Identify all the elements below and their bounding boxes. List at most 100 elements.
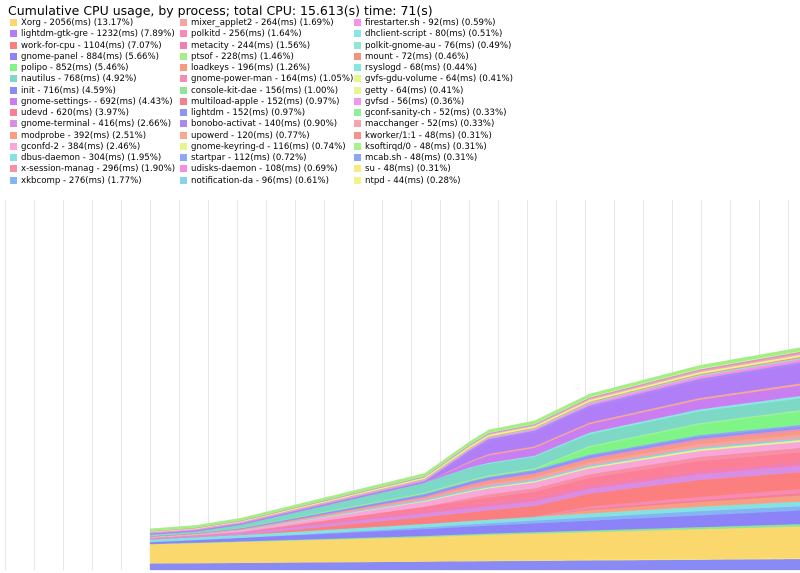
legend-item: bonobo-activat - 140(ms) (0.90%) bbox=[180, 119, 337, 129]
legend-swatch bbox=[10, 75, 17, 83]
legend-swatch bbox=[180, 30, 187, 38]
legend-swatch bbox=[10, 109, 17, 116]
legend-item: lightdm - 152(ms) (0.97%) bbox=[180, 108, 305, 118]
legend-swatch bbox=[354, 64, 361, 71]
legend-label: xkbcomp - 276(ms) (1.77%) bbox=[21, 175, 142, 186]
legend-swatch bbox=[10, 165, 17, 173]
legend-label: Xorg - 2056(ms) (13.17%) bbox=[21, 18, 134, 28]
legend-swatch bbox=[10, 86, 17, 94]
legend-item: polkit-gnome-au - 76(ms) (0.49%) bbox=[354, 41, 511, 51]
legend-item: kworker/1:1 - 48(ms) (0.31%) bbox=[354, 131, 492, 141]
legend-item: gnome-keyring-d - 116(ms) (0.74%) bbox=[180, 142, 346, 152]
legend-swatch bbox=[10, 120, 17, 128]
legend-label: mount - 72(ms) (0.46%) bbox=[365, 51, 469, 62]
legend-swatch bbox=[180, 52, 187, 60]
legend-label: polipo - 852(ms) (5.46%) bbox=[21, 63, 129, 73]
legend-swatch bbox=[180, 86, 187, 94]
legend-item: ptsof - 228(ms) (1.46%) bbox=[180, 52, 294, 62]
legend-swatch bbox=[10, 142, 17, 150]
legend-label: nautilus - 768(ms) (4.92%) bbox=[21, 74, 137, 85]
legend-swatch bbox=[354, 41, 361, 49]
legend-swatch bbox=[10, 52, 17, 60]
chart-title: Cumulative CPU usage, by process; total … bbox=[8, 3, 433, 18]
legend-swatch bbox=[354, 165, 361, 173]
legend-swatch bbox=[354, 75, 361, 83]
legend-item: firestarter.sh - 92(ms) (0.59%) bbox=[354, 18, 496, 28]
legend-item: getty - 64(ms) (0.41%) bbox=[354, 86, 463, 96]
legend-label: gvfsd - 56(ms) (0.36%) bbox=[365, 96, 465, 107]
legend-swatch bbox=[180, 165, 187, 173]
legend-swatch bbox=[10, 176, 17, 184]
legend-label: x-session-manag - 296(ms) (1.90%) bbox=[21, 164, 176, 175]
legend-label: gnome-settings- - 692(ms) (4.43%) bbox=[21, 96, 173, 107]
legend-item: su - 48(ms) (0.31%) bbox=[354, 164, 451, 174]
legend-item: nautilus - 768(ms) (4.92%) bbox=[10, 74, 137, 84]
legend-swatch bbox=[354, 97, 361, 105]
legend-label: modprobe - 392(ms) (2.51%) bbox=[21, 130, 147, 141]
legend-swatch bbox=[354, 30, 361, 38]
legend-label: multiload-apple - 152(ms) (0.97%) bbox=[191, 96, 340, 107]
legend-item: rsyslogd - 68(ms) (0.44%) bbox=[354, 63, 477, 73]
legend-item: work-for-cpu - 1104(ms) (7.07%) bbox=[10, 41, 162, 51]
area-series bbox=[149, 347, 800, 531]
legend-label: udisks-daemon - 108(ms) (0.69%) bbox=[191, 164, 338, 175]
legend-swatch bbox=[354, 131, 361, 139]
legend-item: metacity - 244(ms) (1.56%) bbox=[180, 41, 310, 51]
legend-swatch bbox=[180, 131, 187, 139]
legend-label: console-kit-dae - 156(ms) (1.00%) bbox=[191, 85, 339, 96]
legend-label: ntpd - 44(ms) (0.28%) bbox=[365, 175, 461, 186]
legend-item: dhclient-script - 80(ms) (0.51%) bbox=[354, 29, 502, 39]
legend-item: gvfsd - 56(ms) (0.36%) bbox=[354, 97, 464, 107]
legend-item: gnome-panel - 884(ms) (5.66%) bbox=[10, 52, 159, 62]
legend-label: metacity - 244(ms) (1.56%) bbox=[191, 40, 311, 51]
legend-swatch bbox=[180, 75, 187, 83]
legend-label: ksoftirqd/0 - 48(ms) (0.31%) bbox=[365, 141, 487, 152]
legend-item: gnome-settings- - 692(ms) (4.43%) bbox=[10, 97, 173, 107]
legend-label: su - 48(ms) (0.31%) bbox=[365, 164, 451, 175]
legend-label: rsyslogd - 68(ms) (0.44%) bbox=[365, 63, 477, 73]
legend-item: gconfd-2 - 384(ms) (2.46%) bbox=[10, 142, 140, 152]
legend-swatch bbox=[180, 142, 187, 150]
legend-item: macchanger - 52(ms) (0.33%) bbox=[354, 119, 494, 129]
legend-label: mixer_applet2 - 264(ms) (1.69%) bbox=[191, 18, 334, 28]
legend-label: work-for-cpu - 1104(ms) (7.07%) bbox=[21, 40, 162, 51]
legend-item: ksoftirqd/0 - 48(ms) (0.31%) bbox=[354, 142, 487, 152]
legend-item: notification-da - 96(ms) (0.61%) bbox=[180, 176, 329, 186]
legend-label: mcab.sh - 48(ms) (0.31%) bbox=[365, 153, 478, 163]
legend-item: lightdm-gtk-gre - 1232(ms) (7.89%) bbox=[10, 29, 175, 39]
legend-label: gnome-keyring-d - 116(ms) (0.74%) bbox=[191, 141, 346, 152]
legend-swatch bbox=[10, 41, 17, 49]
legend-item: console-kit-dae - 156(ms) (1.00%) bbox=[180, 86, 338, 96]
legend-swatch bbox=[10, 30, 17, 38]
legend-label: dbus-daemon - 304(ms) (1.95%) bbox=[21, 153, 162, 163]
legend-item: ntpd - 44(ms) (0.28%) bbox=[354, 176, 461, 186]
legend-item: modprobe - 392(ms) (2.51%) bbox=[10, 131, 146, 141]
legend-swatch bbox=[354, 19, 361, 26]
legend-item: x-session-manag - 296(ms) (1.90%) bbox=[10, 164, 175, 174]
legend-label: gnome-panel - 884(ms) (5.66%) bbox=[21, 51, 160, 62]
legend-swatch bbox=[180, 97, 187, 105]
legend-label: gnome-power-man - 164(ms) (1.05%) bbox=[191, 74, 354, 85]
legend-label: polkit-gnome-au - 76(ms) (0.49%) bbox=[365, 40, 512, 51]
legend-item: mcab.sh - 48(ms) (0.31%) bbox=[354, 153, 477, 163]
legend-label: kworker/1:1 - 48(ms) (0.31%) bbox=[365, 130, 492, 141]
legend: Xorg - 2056(ms) (13.17%) lightdm-gtk-gre … bbox=[0, 0, 800, 200]
legend-label: gnome-terminal - 416(ms) (2.66%) bbox=[21, 119, 172, 130]
legend-label: bonobo-activat - 140(ms) (0.90%) bbox=[191, 119, 338, 130]
legend-label: dhclient-script - 80(ms) (0.51%) bbox=[365, 29, 503, 40]
legend-swatch bbox=[10, 97, 17, 105]
legend-item: udisks-daemon - 108(ms) (0.69%) bbox=[180, 164, 338, 174]
legend-label: loadkeys - 196(ms) (1.26%) bbox=[191, 63, 311, 73]
legend-label: ptsof - 228(ms) (1.46%) bbox=[191, 51, 294, 62]
legend-label: polkitd - 256(ms) (1.64%) bbox=[191, 29, 302, 40]
legend-item: Xorg - 2056(ms) (13.17%) bbox=[10, 18, 133, 28]
legend-label: startpar - 112(ms) (0.72%) bbox=[191, 153, 307, 163]
legend-item: upowerd - 120(ms) (0.77%) bbox=[180, 131, 310, 141]
legend-swatch bbox=[180, 64, 187, 71]
legend-swatch bbox=[354, 176, 361, 184]
legend-swatch bbox=[180, 19, 187, 26]
legend-swatch bbox=[10, 131, 17, 139]
legend-swatch bbox=[10, 154, 17, 161]
legend-label: firestarter.sh - 92(ms) (0.59%) bbox=[365, 18, 496, 28]
